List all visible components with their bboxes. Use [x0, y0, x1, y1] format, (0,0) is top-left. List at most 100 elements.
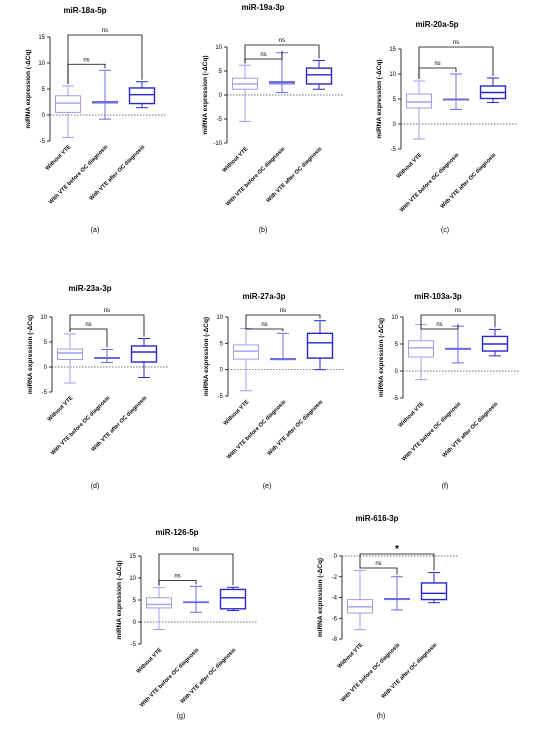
box-3	[305, 59, 333, 90]
x-tick-label: With VTE before OC diagnosis	[399, 152, 460, 213]
y-axis-label: miRNA expression (-ΔCq)	[203, 317, 210, 396]
panel-label: (f)	[442, 483, 449, 490]
significance-label: *	[395, 544, 399, 555]
box-2	[94, 349, 120, 363]
chart-title: miR-103a-3p	[414, 292, 462, 301]
significance-label: ns	[280, 308, 286, 314]
y-tick-label: 0	[393, 122, 397, 128]
box-2	[443, 73, 469, 110]
y-tick-label: 5	[393, 97, 397, 103]
y-tick-label: 10	[391, 315, 398, 321]
y-tick-label: 10	[216, 315, 223, 321]
panel-label: (d)	[91, 483, 100, 490]
significance-bracket	[244, 44, 320, 64]
box-iqr	[130, 345, 158, 363]
significance-bracket	[420, 322, 459, 330]
significance-bracket	[245, 326, 284, 332]
significance-label: ns	[104, 308, 110, 314]
box-iqr	[408, 340, 434, 358]
x-tick-label: With VTE before OC diagnosis	[340, 642, 401, 703]
box-3	[128, 81, 156, 109]
panel-d: miR-23a-3p -5 0 5 10 miRNA expression (-ΔCq) W…	[27, 284, 168, 490]
y-axis-label: miRNA expression (-ΔCq)	[25, 49, 32, 128]
significance-label: ns	[455, 308, 461, 314]
box-2	[269, 52, 295, 94]
panel-c: miR-20a-5p -5 0 5 10 15 miRNA expression (-ΔCq…	[376, 20, 517, 234]
significance-bracket	[67, 63, 106, 84]
y-tick-label: 0	[133, 620, 137, 626]
significance-bracket	[359, 553, 435, 571]
box-3	[481, 328, 509, 357]
box-iqr	[219, 588, 247, 610]
y-tick-label: -8	[332, 637, 338, 643]
box-2	[270, 332, 296, 361]
x-tick-label: With VTE before OC diagnosis	[50, 395, 111, 456]
y-tick-label: 5	[44, 340, 48, 346]
box-1	[146, 587, 172, 630]
panel-label: (c)	[441, 227, 449, 234]
significance-label: ns	[453, 40, 459, 46]
chart-title: miR-20a-5p	[415, 20, 458, 29]
y-tick-label: 10	[38, 61, 45, 67]
x-tick-label: Without VTE	[136, 647, 164, 675]
x-tick-label: With VTE before OC diagnosis	[139, 647, 200, 708]
panel-label: (g)	[177, 713, 186, 720]
significance-bracket	[69, 314, 145, 337]
y-axis-label: miRNA expression (-ΔCq)	[378, 318, 385, 397]
box-2	[445, 325, 471, 364]
x-tick-label: Without VTE	[222, 146, 250, 174]
box-1	[408, 324, 434, 381]
box-iqr	[306, 332, 334, 359]
box-iqr	[233, 344, 259, 360]
y-tick-label: 0	[334, 554, 338, 560]
box-1	[347, 570, 373, 631]
significance-label: ns	[174, 573, 180, 579]
y-tick-label: 10	[129, 576, 136, 582]
y-tick-label: -5	[217, 117, 223, 123]
box-1	[57, 333, 83, 384]
y-tick-label: 5	[220, 341, 224, 347]
x-tick-label: Without VTE	[337, 642, 365, 670]
y-tick-label: 15	[129, 554, 136, 560]
chart-title: miR-23a-3p	[68, 284, 111, 293]
box-3	[420, 572, 448, 604]
y-tick-label: 0	[220, 368, 224, 374]
significance-label: ns	[375, 561, 381, 567]
panel-h: miR-616-3p -8 -6 -4 -2 0 miRNA expression (-ΔC…	[317, 514, 458, 720]
box-2	[384, 576, 410, 611]
box-1	[406, 80, 432, 140]
y-tick-label: 0	[44, 365, 48, 371]
y-tick-label: 0	[395, 369, 399, 375]
panel-label: (a)	[91, 227, 100, 234]
box-3	[306, 320, 334, 371]
y-tick-label: -10	[213, 141, 222, 147]
panel-e: miR-27a-3p -5 0 5 10 miRNA expression (-ΔCq) W…	[203, 292, 344, 490]
x-tick-label: Without VTE	[223, 399, 251, 427]
y-tick-label: -5	[42, 390, 48, 396]
box-iqr	[406, 93, 432, 109]
y-axis-label: miRNA expression (-ΔCq)	[27, 315, 34, 394]
y-tick-label: -5	[40, 139, 46, 145]
panel-f: miR-103a-3p -5 0 5 10 miRNA expression (-ΔCq)…	[378, 292, 519, 490]
x-tick-label: Without VTE	[47, 395, 75, 423]
box-3	[130, 338, 158, 378]
box-iqr	[57, 348, 83, 360]
chart-title: miR-126-5p	[155, 528, 198, 537]
box-3	[219, 586, 247, 612]
significance-bracket	[69, 328, 108, 348]
significance-label: ns	[436, 322, 442, 328]
y-tick-label: 15	[389, 47, 396, 53]
y-tick-label: -5	[218, 394, 224, 400]
y-tick-label: 5	[219, 69, 223, 75]
y-tick-label: -4	[332, 596, 338, 602]
y-tick-label: 15	[38, 35, 45, 41]
significance-label: ns	[193, 547, 199, 553]
y-tick-label: 5	[42, 87, 46, 93]
significance-bracket	[245, 314, 321, 327]
significance-label: ns	[83, 57, 89, 63]
significance-bracket	[418, 46, 494, 79]
significance-label: ns	[85, 322, 91, 328]
panel-g: miR-126-5p -5 0 5 10 15 miRNA expression (-ΔCq…	[116, 528, 257, 720]
x-tick-label: With VTE before OC diagnosis	[226, 399, 287, 460]
